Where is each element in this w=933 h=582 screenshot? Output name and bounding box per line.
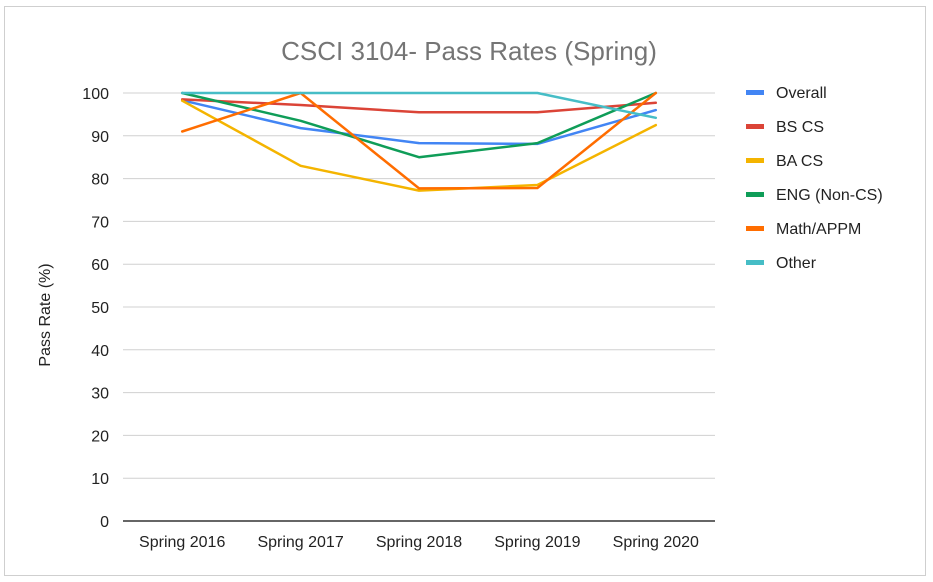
legend-item[interactable]: BS CS	[746, 119, 824, 136]
chart-title: CSCI 3104- Pass Rates (Spring)	[281, 36, 657, 66]
x-axis-ticks: Spring 2016 Spring 2017 Spring 2018 Spring …	[139, 534, 699, 551]
legend-item[interactable]: BA CS	[746, 153, 823, 170]
y-tick-label: 80	[91, 172, 109, 189]
legend-label: ENG (Non-CS)	[776, 187, 883, 204]
gridlines	[123, 92, 715, 479]
legend-label: BA CS	[776, 153, 823, 170]
chart-container[interactable]: CSCI 3104- Pass Rates (Spring) 0 10 20 30 40…	[4, 6, 926, 576]
y-tick-label: 30	[91, 386, 109, 403]
y-axis-ticks: 0 10 20 30 40 50 60 70 80 90 100	[82, 86, 109, 531]
legend-swatch	[746, 192, 764, 197]
legend-swatch	[746, 260, 764, 265]
x-tick-label: Spring 2017	[257, 534, 343, 551]
legend-item[interactable]: Other	[746, 255, 817, 272]
legend-item[interactable]: Overall	[746, 85, 827, 102]
x-tick-label: Spring 2016	[139, 534, 225, 551]
series-line-ba-cs[interactable]	[180, 99, 658, 192]
x-tick-label: Spring 2018	[376, 534, 462, 551]
y-tick-label: 40	[91, 343, 109, 360]
legend-swatch	[746, 124, 764, 129]
legend-label: Other	[776, 255, 817, 272]
y-tick-label: 90	[91, 129, 109, 146]
line-chart: CSCI 3104- Pass Rates (Spring) 0 10 20 30 40…	[37, 36, 883, 551]
legend-label: Overall	[776, 85, 827, 102]
series-line-bs-cs[interactable]	[180, 98, 658, 114]
legend: Overall BS CS BA CS ENG (Non-CS) Math/APPM Ot…	[746, 85, 883, 272]
y-tick-label: 70	[91, 214, 109, 231]
y-tick-label: 20	[91, 428, 109, 445]
legend-swatch	[746, 90, 764, 95]
legend-item[interactable]: ENG (Non-CS)	[746, 187, 883, 204]
legend-item[interactable]: Math/APPM	[746, 221, 861, 238]
legend-label: Math/APPM	[776, 221, 861, 238]
x-tick-label: Spring 2020	[613, 534, 699, 551]
y-tick-label: 60	[91, 257, 109, 274]
x-tick-label: Spring 2019	[494, 534, 580, 551]
legend-label: BS CS	[776, 119, 824, 136]
legend-swatch	[746, 226, 764, 231]
y-tick-label: 0	[100, 514, 109, 531]
series-line-overall[interactable]	[180, 99, 658, 146]
series-line-other[interactable]	[180, 91, 658, 120]
series-lines	[180, 91, 658, 192]
y-axis-label: Pass Rate (%)	[37, 263, 54, 366]
y-tick-label: 100	[82, 86, 109, 103]
series-line-math-appm[interactable]	[180, 91, 658, 190]
y-tick-label: 50	[91, 300, 109, 317]
legend-swatch	[746, 158, 764, 163]
series-line-eng-non-cs[interactable]	[180, 91, 658, 159]
y-tick-label: 10	[91, 471, 109, 488]
